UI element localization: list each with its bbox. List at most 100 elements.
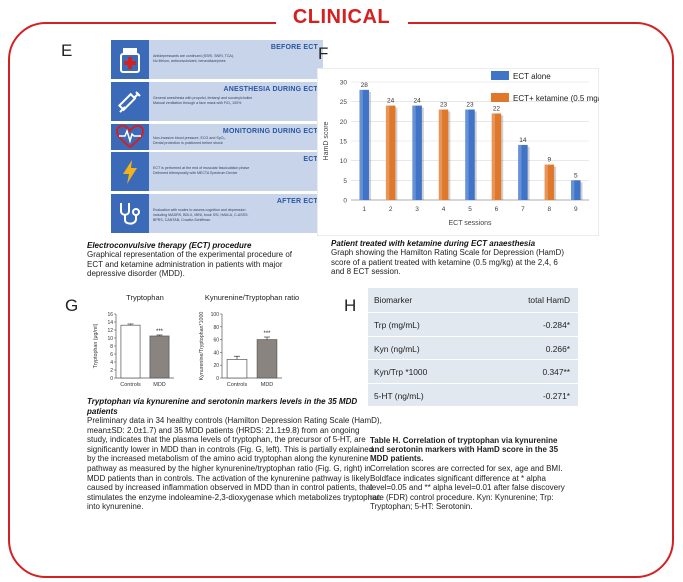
legend-entry: ECT alone xyxy=(513,72,551,81)
x-axis-label: ECT sessions xyxy=(448,220,492,227)
y-tick-label: 15 xyxy=(340,139,348,146)
bar-session-6 xyxy=(491,113,502,200)
chart-title: Tryptophan xyxy=(126,293,164,302)
table-header-row: Biomarker total HamD xyxy=(368,288,578,313)
y-tick-label: 25 xyxy=(340,99,348,106)
y-tick-label: 16 xyxy=(107,312,113,318)
caption-line: by the increased metabolism of the amino… xyxy=(87,454,369,464)
tryptophan-chart: Tryptophan 0 2 4 6 8 10 12 14 16 Tryptophan (μg/ml… xyxy=(93,293,174,388)
x-tick-label: 1 xyxy=(362,206,366,213)
caption-title-line: patients xyxy=(87,406,118,416)
caption-line: score of a patient treated with ketamine… xyxy=(331,257,558,267)
x-tick-label: 4 xyxy=(442,206,446,213)
caption-line: caused by increased inflammation observe… xyxy=(87,483,373,493)
y-tick-label: 40 xyxy=(213,350,219,356)
x-tick-label: 2 xyxy=(389,206,393,213)
title-backdrop xyxy=(276,10,408,36)
biomarker-cell: Trp (mg/mL) xyxy=(374,320,420,330)
bar-highlight xyxy=(544,164,548,200)
caption-line: significantly lower in MDD than in contr… xyxy=(87,444,374,454)
x-tick-label: 7 xyxy=(521,206,525,213)
bar-session-9 xyxy=(571,180,581,200)
ect-step-card: MONITORING DURING ECT Non-invasive blood … xyxy=(111,124,323,150)
caption-line: study, indicates that the plasma levels … xyxy=(87,435,366,445)
data-label: 24 xyxy=(413,98,421,105)
table-body: Trp (mg/mL) -0.284* Kyn (ng/mL) 0.266* Kyn/T… xyxy=(368,313,578,407)
caption-line: Correlation scores are corrected for sex… xyxy=(370,464,563,473)
biomarker-cell: Kyn (ng/mL) xyxy=(374,343,420,354)
caption-title-line: Tryptophan via kynurenine and serotonin … xyxy=(87,397,358,406)
ect-step-line: Dental protection is positioned before s… xyxy=(153,141,223,145)
ect-step-text: Non-invasive blood pressure, ECG and SpO… xyxy=(153,136,319,146)
significance-marker: *** xyxy=(263,331,271,337)
y-tick-label: 0 xyxy=(216,376,219,382)
y-tick-label: 14 xyxy=(107,320,113,326)
y-tick-label: 0 xyxy=(110,376,113,382)
y-tick-label: 8 xyxy=(110,344,113,350)
y-axis-label: HamD score xyxy=(323,121,330,160)
legend-swatch xyxy=(491,71,509,80)
ect-step-card: ANESTHESIA DURING ECT General anesthesia … xyxy=(111,82,323,121)
caption-title-line: and serotonin markers with HamD score in… xyxy=(370,445,559,455)
caption-line: pathway as measured by the higher kynure… xyxy=(87,463,371,473)
bar-mdd xyxy=(149,335,170,379)
bar-session-7 xyxy=(518,144,528,200)
section-title: CLINICAL xyxy=(292,6,391,28)
caption-line: mean±SD: 2.0±1.7) and 35 MDD patients (H… xyxy=(87,425,360,435)
bar-session-8 xyxy=(544,164,555,200)
ect-step-text: Evaluation with scales to assess cogniti… xyxy=(153,208,319,223)
panel-letter-e: E xyxy=(61,41,73,60)
legend-swatch xyxy=(491,93,509,102)
caption-line: Graph showing the Hamilton Rating Scale … xyxy=(331,248,564,257)
y-tick-label: 80 xyxy=(213,325,219,331)
caption-line: level=0.05 and ** alpha level=0.01 after… xyxy=(370,483,565,493)
lightning-icon xyxy=(111,152,149,191)
bar-session-5 xyxy=(465,109,475,200)
x-tick-label: Controls xyxy=(120,382,141,388)
data-label: 14 xyxy=(519,137,527,144)
y-tick-label: 6 xyxy=(110,352,113,358)
panel-f-caption: Graph showing the Hamilton Rating Scale … xyxy=(331,248,564,277)
caption-line: MDD patients than in controls. The activ… xyxy=(87,473,370,483)
y-axis-label: Tryptophan (μg/ml) xyxy=(93,323,99,368)
y-tick-label: 20 xyxy=(340,119,348,126)
y-axis-label: Kynurenine/Tryptophan*1000 xyxy=(199,312,205,381)
ect-step-card: BEFORE ECT Antidepressants are continued … xyxy=(111,40,323,79)
ect-step-heading: AFTER ECT xyxy=(276,198,318,205)
biomarker-cell: Kyn/Trp *1000 xyxy=(374,367,428,377)
x-tick-label: 5 xyxy=(468,206,472,213)
table-row: Kyn/Trp *1000 0.347** xyxy=(368,360,578,384)
y-tick-label: 12 xyxy=(107,328,113,334)
caption-title-line: MDD patients. xyxy=(370,454,424,464)
panel-f-caption-title: Patient treated with ketamine during ECT… xyxy=(331,239,536,248)
ect-step-text: General anesthesia with propofol, fentan… xyxy=(153,96,319,106)
panel-e-caption-title: Electroconvulsive therapy (ECT) procedur… xyxy=(87,241,252,250)
ect-step-heading: MONITORING DURING ECT xyxy=(222,128,318,135)
header-biomarker: Biomarker xyxy=(374,295,413,305)
ect-step-line: Evaluation with scales to assess cogniti… xyxy=(153,208,246,212)
panel-g-caption: Preliminary data in 34 healthy controls … xyxy=(87,416,382,512)
y-tick-label: 2 xyxy=(110,368,113,374)
caption-line: and 8 ECT session. xyxy=(331,267,401,277)
x-tick-label: Controls xyxy=(227,382,248,388)
panel-letter-f: F xyxy=(318,44,329,63)
y-tick-label: 5 xyxy=(343,178,347,185)
ect-step-text: Antidepressants are continued (SSRI, SNR… xyxy=(153,54,319,64)
ect-step-line: Manual ventilation through a face mask w… xyxy=(153,101,242,105)
header-total-hamd: total HamD xyxy=(528,295,570,305)
stethoscope-icon xyxy=(111,194,149,233)
bar-highlight xyxy=(518,144,522,200)
legend-entry: ECT+ ketamine (0.5 mg/kg) xyxy=(513,94,599,103)
caption-title-line: Table H. Correlation of tryptophan via k… xyxy=(370,436,558,445)
caption-line: ECT and ketamine administration in patie… xyxy=(87,259,283,269)
panel-letter-h: H xyxy=(344,296,357,315)
panel-h-caption-title: Table H. Correlation of tryptophan via k… xyxy=(370,436,558,464)
y-tick-label: 10 xyxy=(107,336,113,342)
kyn-trp-ratio-chart: Kynurenine/Tryptophan ratio 0 20 40 60 80 100 K… xyxy=(199,293,299,388)
x-tick-label: MDD xyxy=(153,382,166,388)
bar-highlight xyxy=(385,105,390,200)
y-tick-label: 100 xyxy=(211,312,220,318)
ect-step-text: ECT is performed at the end of muscular … xyxy=(153,166,319,176)
bar-session-4 xyxy=(438,109,449,200)
panel-g-caption-title: Tryptophan via kynurenine and serotonin … xyxy=(87,397,357,416)
